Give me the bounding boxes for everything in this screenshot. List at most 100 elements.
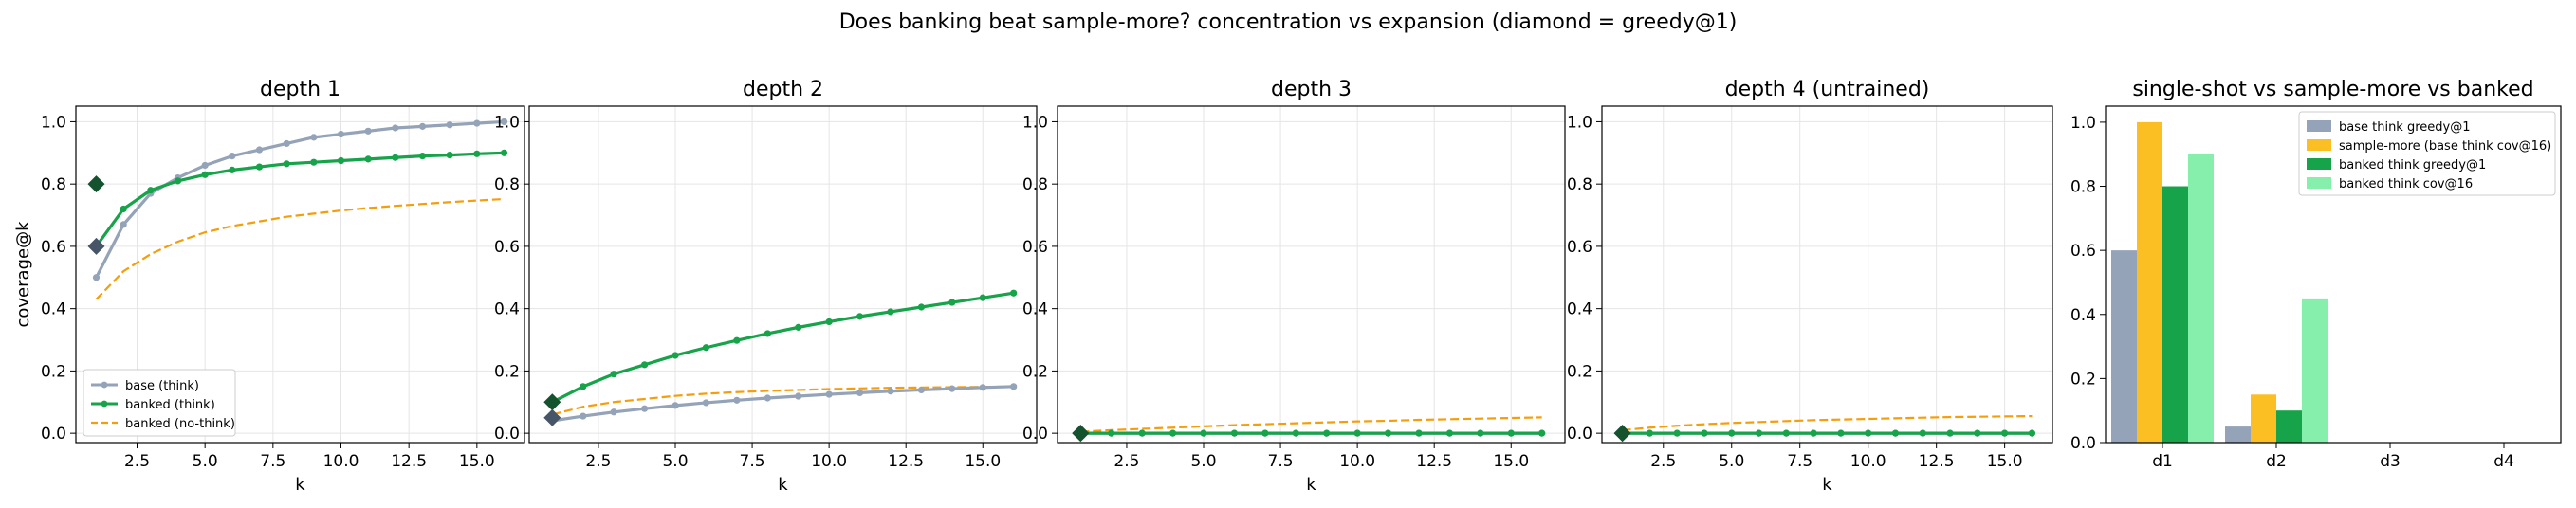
data-point-banked	[418, 152, 427, 160]
data-point-banked	[1384, 429, 1392, 437]
data-point-base	[229, 152, 236, 160]
data-point-base	[1010, 383, 1018, 390]
x-tick-label: 12.5	[888, 452, 924, 471]
y-tick-label: 0.8	[1567, 175, 1592, 194]
data-point-banked	[1919, 429, 1926, 437]
y-tick-label: 1.0	[1567, 113, 1592, 132]
data-point-banked	[392, 154, 399, 161]
x-axis-label: k	[1306, 475, 1316, 495]
data-point-banked	[1728, 429, 1736, 437]
data-point-base	[979, 384, 986, 391]
panel-depth-4: 2.5 5.0 7.5 10.0 12.5 15.0 0.0 0.2 0.4 0.6 0.8 1.0 d…	[1567, 78, 2053, 495]
data-point-banked	[1323, 429, 1331, 437]
x-axis-label: k	[1822, 475, 1832, 495]
legend-marker-banked	[101, 400, 108, 408]
data-point-banked	[610, 371, 617, 378]
data-point-banked	[948, 299, 956, 306]
y-tick-label: 1.0	[1022, 113, 1048, 132]
x-tick-label: 10.0	[811, 452, 847, 471]
greedy-diamond-diamond_banked	[87, 175, 105, 193]
y-tick-label: 0.4	[2070, 306, 2096, 325]
data-point-banked	[856, 313, 864, 320]
series-line-banked	[95, 151, 505, 247]
data-point-base	[733, 396, 741, 404]
data-point-banked	[1353, 429, 1361, 437]
data-point-banked	[229, 166, 236, 173]
legend-label: banked (think)	[125, 398, 215, 412]
data-point-base	[887, 388, 894, 395]
data-point-banked	[1810, 429, 1817, 437]
data-point-banked	[446, 152, 453, 159]
axes-frame	[528, 105, 1038, 444]
data-point-banked	[1538, 429, 1546, 437]
data-point-base	[702, 399, 710, 407]
greedy-diamond-diamond_banked	[543, 393, 561, 411]
data-point-banked	[255, 163, 264, 171]
y-tick-label: 0.2	[1022, 362, 1048, 381]
y-tick-label: 1.0	[2070, 114, 2096, 133]
panel-depth-2: 2.5 5.0 7.5 10.0 12.5 15.0 0.0 0.2 0.4 0.6 0.8 1.0 d…	[494, 78, 1038, 495]
legend: base (think) banked (think) banked (no-thi…	[83, 369, 236, 437]
legend-swatch-bar_sample	[2307, 139, 2331, 151]
data-point-banked	[283, 160, 290, 168]
legend-label: banked think greedy@1	[2339, 158, 2486, 172]
greedy-diamond-diamond_banked	[1613, 425, 1631, 443]
data-point-banked	[1168, 429, 1177, 437]
data-point-base	[856, 389, 864, 397]
data-point-banked	[201, 171, 209, 178]
y-tick-label: 0.8	[1022, 175, 1048, 194]
data-point-base	[764, 394, 771, 402]
data-point-banked	[1200, 429, 1207, 437]
x-tick-label: 10.0	[323, 452, 359, 471]
data-point-banked	[1477, 429, 1484, 437]
data-point-banked	[1010, 289, 1018, 297]
y-tick-label: 0.6	[1022, 238, 1048, 257]
legend-swatch-bar_base	[2307, 120, 2331, 132]
data-point-banked	[979, 294, 986, 301]
series-line-nothink	[1622, 414, 2033, 431]
series-line-base	[95, 119, 505, 279]
y-tick-label: 1.0	[41, 113, 66, 132]
data-point-base	[672, 402, 679, 409]
greedy-diamond-diamond_base	[87, 237, 105, 255]
data-point-banked	[1701, 429, 1708, 437]
data-point-banked	[2028, 429, 2036, 437]
panel-title: depth 3	[1271, 78, 1352, 101]
data-point-banked	[764, 330, 771, 337]
data-point-banked	[1646, 429, 1653, 437]
legend-label: sample-more (base think cov@16)	[2339, 139, 2551, 154]
x-tick-label: d2	[2266, 452, 2287, 471]
data-point-banked	[1445, 429, 1454, 437]
y-tick-label: 0.0	[1567, 425, 1592, 444]
bar-bar_base	[2111, 250, 2137, 443]
data-point-banked	[364, 155, 372, 163]
x-axis-label: k	[295, 475, 305, 495]
x-tick-label: 2.5	[124, 452, 150, 471]
x-tick-label: d1	[2152, 452, 2173, 471]
panel-title: depth 2	[743, 78, 823, 101]
data-point-base	[255, 146, 264, 154]
bar-bar_base	[2225, 426, 2251, 443]
data-point-banked	[825, 318, 833, 326]
data-point-base	[337, 130, 345, 138]
axes-frame	[75, 105, 525, 444]
axes-frame	[2105, 105, 2562, 444]
data-point-banked	[1974, 429, 1981, 437]
data-point-base	[795, 392, 802, 400]
x-tick-label: 15.0	[1493, 452, 1529, 471]
y-tick-label: 0.8	[41, 175, 66, 194]
legend-label: banked think cov@16	[2339, 177, 2473, 191]
y-tick-label: 0.2	[2070, 370, 2096, 389]
data-point-banked	[1891, 429, 1900, 437]
data-point-banked	[1946, 429, 1954, 437]
legend-label: base think greedy@1	[2339, 120, 2471, 135]
y-tick-label: 0.0	[41, 425, 66, 444]
y-tick-label: 0.2	[41, 362, 66, 381]
panel-title: depth 4 (untrained)	[1725, 78, 1930, 101]
panel-depth-1: 2.5 5.0 7.5 10.0 12.5 15.0 0.0 0.2 0.4 0.6 0.8 1.0 d…	[13, 78, 525, 495]
y-tick-label: 0.4	[494, 300, 520, 319]
x-tick-label: 10.0	[1339, 452, 1375, 471]
x-tick-label: 12.5	[1919, 452, 1955, 471]
data-point-base	[446, 121, 453, 129]
